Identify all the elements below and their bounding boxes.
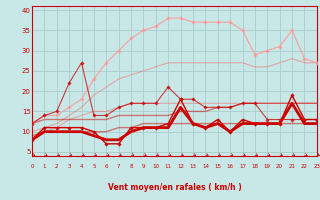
X-axis label: Vent moyen/en rafales ( km/h ): Vent moyen/en rafales ( km/h ) <box>108 183 241 192</box>
